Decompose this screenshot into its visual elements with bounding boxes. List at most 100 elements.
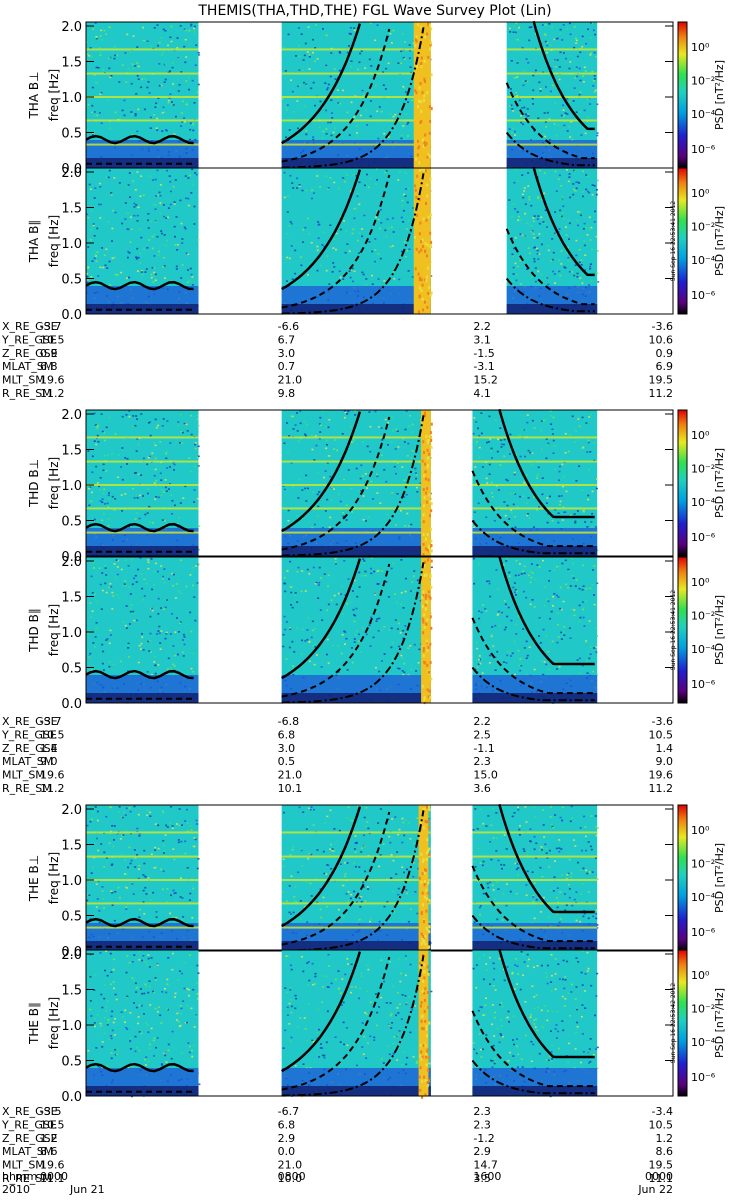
ephemeris-value: 2.3 xyxy=(473,755,491,768)
ephemeris-value: 10.6 xyxy=(649,333,674,346)
colorbar-label: PSD [nT²/Hz] xyxy=(713,206,726,276)
harmonic-line xyxy=(282,831,431,833)
date-label: Jun 21 xyxy=(69,1183,105,1196)
harmonic-line xyxy=(472,532,597,534)
y-tick-label: 2.0 xyxy=(61,555,82,570)
ephemeris-value: -1.2 xyxy=(473,1132,494,1145)
harmonic-line xyxy=(282,927,431,929)
ephemeris-value: 15.0 xyxy=(473,769,498,782)
colorbar xyxy=(678,805,687,951)
y-tick-label: 2.0 xyxy=(61,803,82,818)
harmonic-line xyxy=(282,119,431,121)
y-tick-label: 1.5 xyxy=(61,591,82,606)
harmonic-line xyxy=(86,73,199,75)
harmonic-line xyxy=(282,856,431,858)
timestamp-stamp: Sun Sep 16 22:53:41 2012 xyxy=(670,201,677,281)
ephemeris-value: 2.9 xyxy=(278,1132,296,1145)
ephemeris-value: 21.0 xyxy=(278,769,303,782)
ephemeris-value: 10.5 xyxy=(649,1118,674,1131)
probe-label: THD B⊥ xyxy=(27,459,41,508)
y-tick-label: 2.0 xyxy=(61,166,82,181)
time-axis-label: hhmm xyxy=(2,1170,37,1183)
probe-label: THE B∥ xyxy=(27,1002,41,1045)
y-axis-label: freq [Hz] xyxy=(47,604,61,656)
ephemeris-value: -3.6 xyxy=(652,715,673,728)
colorbar-tick-label: 10⁻⁶ xyxy=(691,678,716,691)
ephemeris-value: 0.5 xyxy=(278,755,296,768)
y-axis-label: freq [Hz] xyxy=(47,852,61,904)
ephemeris-value: -3.7 xyxy=(40,320,61,333)
harmonic-line xyxy=(282,484,431,486)
ephemeris-value: -6.8 xyxy=(278,715,299,728)
colorbar xyxy=(678,22,687,168)
low-frequency-band xyxy=(472,546,597,556)
harmonic-line xyxy=(282,507,431,509)
y-tick-label: 2.0 xyxy=(61,408,82,423)
harmonic-line xyxy=(282,902,431,904)
ephemeris-value: 10.5 xyxy=(40,728,65,741)
colorbar-tick-label: 10⁻⁶ xyxy=(691,926,716,939)
harmonic-line xyxy=(282,48,431,50)
harmonic-line xyxy=(507,119,597,121)
ephemeris-value: 21.0 xyxy=(278,374,303,387)
ephemeris-value: 2.3 xyxy=(473,1105,491,1118)
y-tick-label: 1.5 xyxy=(61,444,82,459)
low-frequency-band xyxy=(472,1086,597,1096)
y-tick-label: 0.5 xyxy=(61,910,82,925)
colorbar xyxy=(678,168,687,314)
harmonic-line xyxy=(282,436,431,438)
harmonic-line xyxy=(507,96,597,98)
harmonic-line xyxy=(86,507,199,509)
ephemeris-value: 2.9 xyxy=(473,1145,491,1158)
ephemeris-value: 1.2 xyxy=(656,1132,674,1145)
ephemeris-label: MLT_SM xyxy=(2,374,45,387)
time-tick-label: 0000 xyxy=(645,1170,673,1183)
ephemeris-value: 9.0 xyxy=(656,755,674,768)
y-tick-label: 0.0 xyxy=(61,308,82,323)
ephemeris-value: 6.9 xyxy=(656,360,674,373)
ephemeris-value: 10.1 xyxy=(278,782,303,795)
hot-band xyxy=(414,22,431,168)
y-tick-label: 1.5 xyxy=(61,202,82,217)
harmonic-line xyxy=(86,532,199,534)
ephemeris-value: 2.2 xyxy=(473,715,491,728)
colorbar xyxy=(678,950,687,1096)
ephemeris-value: 10.5 xyxy=(40,333,65,346)
harmonic-line xyxy=(86,96,199,98)
ephemeris-value: 11.2 xyxy=(40,387,65,400)
ephemeris-value: -1.5 xyxy=(473,347,494,360)
y-tick-label: 1.5 xyxy=(61,839,82,854)
harmonic-line xyxy=(86,144,199,146)
figure-title: THEMIS(THA,THD,THE) FGL Wave Survey Plot… xyxy=(197,3,551,19)
ephemeris-value: 2.3 xyxy=(473,1118,491,1131)
ephemeris-value: 2.2 xyxy=(473,320,491,333)
y-tick-label: 1.0 xyxy=(61,91,82,106)
probe-label: THA B∥ xyxy=(27,220,41,264)
low-frequency-band xyxy=(472,693,597,703)
y-tick-label: 1.0 xyxy=(61,874,82,889)
colorbar-tick-label: 10⁻⁶ xyxy=(691,289,716,302)
colorbar-tick-label: 10⁻² xyxy=(691,220,715,233)
ephemeris-value: 6.8 xyxy=(278,1118,296,1131)
harmonic-line xyxy=(472,436,597,438)
colorbar-label: PSD [nT²/Hz] xyxy=(713,448,726,518)
harmonic-line xyxy=(86,856,199,858)
time-tick-label: 1600 xyxy=(473,1170,501,1183)
colorbar-tick-label: 10⁰ xyxy=(691,429,710,442)
timestamp-stamp: Sun Sep 16 22:53:41 2012 xyxy=(670,590,677,670)
y-tick-label: 1.5 xyxy=(61,984,82,999)
harmonic-line xyxy=(86,831,199,833)
ephemeris-value: 6.8 xyxy=(278,728,296,741)
y-tick-label: 1.5 xyxy=(61,56,82,71)
timestamp-stamp: Sun Sep 16 22:53:42 2012 xyxy=(670,983,677,1063)
ephemeris-value: 3.0 xyxy=(278,347,296,360)
